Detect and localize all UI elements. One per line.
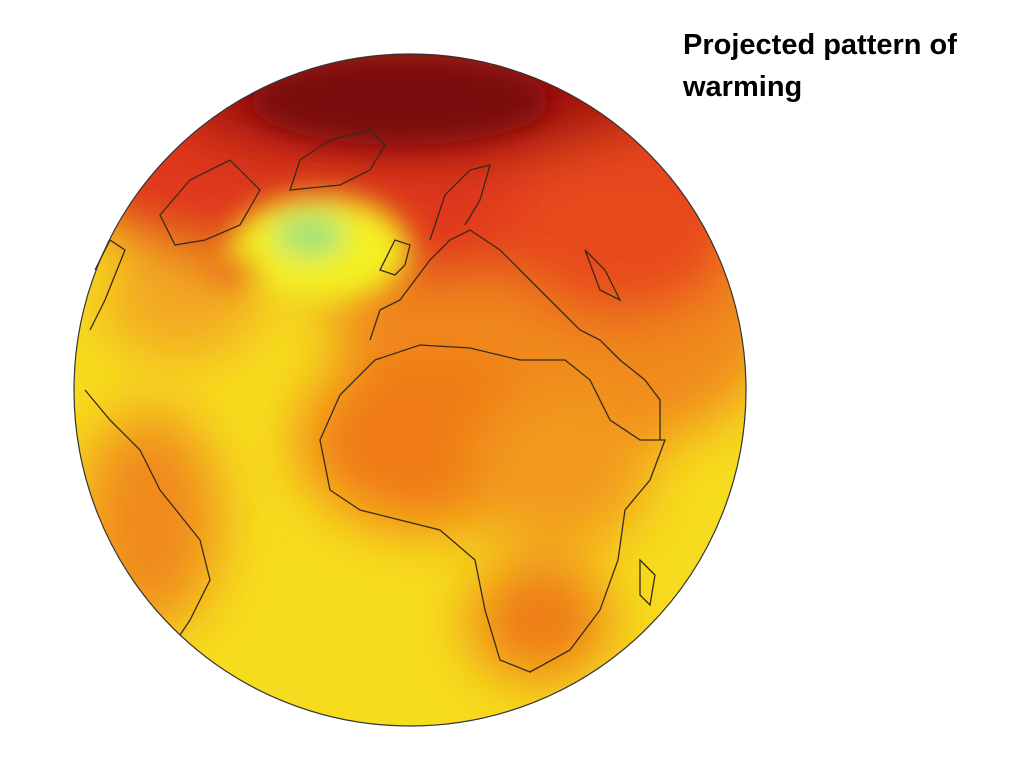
warming-field: [74, 54, 746, 726]
slide-title: Projected pattern of warming: [683, 29, 957, 103]
globe-outline: [73, 53, 747, 727]
